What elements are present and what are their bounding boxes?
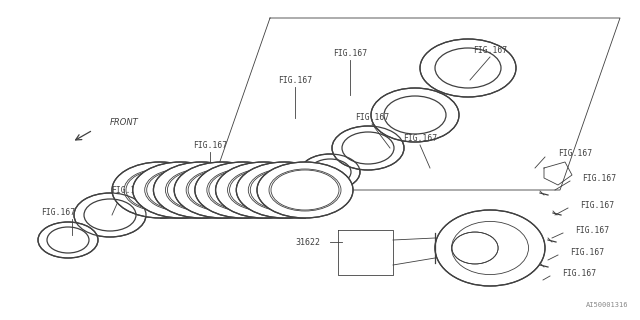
Ellipse shape	[257, 162, 353, 218]
Ellipse shape	[112, 162, 208, 218]
Text: FIG.167: FIG.167	[580, 201, 614, 210]
Text: FIG.167: FIG.167	[558, 148, 592, 157]
Text: FIG.167: FIG.167	[355, 113, 389, 122]
Ellipse shape	[195, 162, 291, 218]
Text: FIG.167: FIG.167	[278, 76, 312, 84]
Text: FIG.167: FIG.167	[193, 140, 227, 149]
Ellipse shape	[236, 162, 332, 218]
Text: FIG.167: FIG.167	[582, 173, 616, 182]
Ellipse shape	[154, 162, 250, 218]
Text: FRONT: FRONT	[110, 117, 139, 126]
Ellipse shape	[452, 232, 498, 264]
Text: FIG.167: FIG.167	[403, 133, 437, 142]
Text: FIG.167: FIG.167	[41, 207, 75, 217]
Text: FIG.167: FIG.167	[473, 45, 507, 54]
Text: AI50001316: AI50001316	[586, 302, 628, 308]
Text: FIG.167: FIG.167	[570, 247, 604, 257]
Ellipse shape	[371, 88, 459, 142]
Text: 31622: 31622	[295, 237, 320, 246]
Ellipse shape	[174, 162, 270, 218]
Ellipse shape	[38, 222, 98, 258]
Text: FIG.167: FIG.167	[333, 49, 367, 58]
Ellipse shape	[300, 154, 360, 190]
Ellipse shape	[74, 193, 146, 237]
Text: FIG.167: FIG.167	[562, 268, 596, 277]
Text: FIG.167: FIG.167	[575, 226, 609, 235]
Ellipse shape	[132, 162, 228, 218]
Text: FIG.167: FIG.167	[111, 186, 145, 195]
Ellipse shape	[216, 162, 312, 218]
Ellipse shape	[332, 126, 404, 170]
Ellipse shape	[435, 210, 545, 286]
Ellipse shape	[420, 39, 516, 97]
